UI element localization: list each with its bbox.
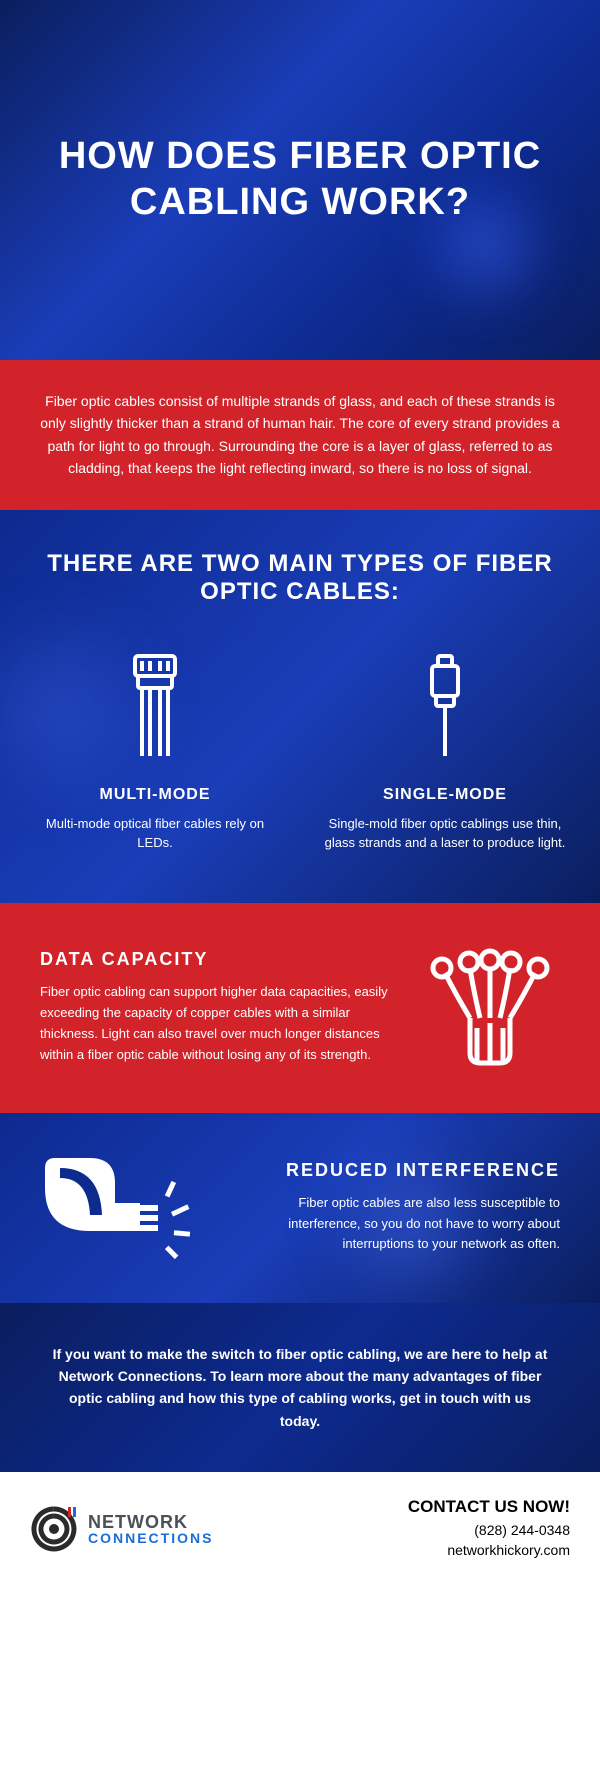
interference-title: REDUCED INTERFERENCE (230, 1160, 560, 1181)
contact-website: networkhickory.com (408, 1541, 570, 1561)
singlemode-cable-icon (320, 646, 570, 766)
types-title: THERE ARE TWO MAIN TYPES OF FIBER OPTIC … (30, 550, 570, 606)
cta-section: If you want to make the switch to fiber … (0, 1303, 600, 1473)
data-capacity-title: DATA CAPACITY (40, 949, 390, 970)
interference-text-block: REDUCED INTERFERENCE Fiber optic cables … (230, 1160, 560, 1255)
logo-spiral-icon (30, 1505, 78, 1553)
cta-text: If you want to make the switch to fiber … (50, 1343, 550, 1433)
contact-title: CONTACT US NOW! (408, 1497, 570, 1517)
singlemode-desc: Single-mold fiber optic cablings use thi… (320, 814, 570, 853)
hero-section: HOW DOES FIBER OPTIC CABLING WORK? (0, 0, 600, 360)
type-singlemode: SINGLE-MODE Single-mold fiber optic cabl… (320, 646, 570, 853)
data-capacity-text-block: DATA CAPACITY Fiber optic cabling can su… (40, 949, 390, 1065)
multimode-title: MULTI-MODE (30, 786, 280, 804)
connector-icon (40, 1153, 200, 1263)
data-capacity-text: Fiber optic cabling can support higher d… (40, 982, 390, 1065)
multimode-desc: Multi-mode optical fiber cables rely on … (30, 814, 280, 853)
multimode-cable-icon (30, 646, 280, 766)
contact-block: CONTACT US NOW! (828) 244-0348 networkhi… (408, 1497, 570, 1560)
data-capacity-section: DATA CAPACITY Fiber optic cabling can su… (0, 903, 600, 1113)
logo-top: NETWORK (88, 1513, 213, 1531)
types-grid: MULTI-MODE Multi-mode optical fiber cabl… (30, 646, 570, 853)
type-multimode: MULTI-MODE Multi-mode optical fiber cabl… (30, 646, 280, 853)
interference-text: Fiber optic cables are also less suscept… (230, 1193, 560, 1255)
logo-bottom: CONNECTIONS (88, 1531, 213, 1545)
contact-phone: (828) 244-0348 (408, 1521, 570, 1541)
types-section: THERE ARE TWO MAIN TYPES OF FIBER OPTIC … (0, 510, 600, 903)
intro-text: Fiber optic cables consist of multiple s… (40, 390, 560, 480)
footer: NETWORK CONNECTIONS CONTACT US NOW! (828… (0, 1472, 600, 1585)
hero-title: HOW DOES FIBER OPTIC CABLING WORK? (40, 134, 560, 225)
fiber-bundle-icon (420, 943, 560, 1073)
interference-section: REDUCED INTERFERENCE Fiber optic cables … (0, 1113, 600, 1303)
singlemode-title: SINGLE-MODE (320, 786, 570, 804)
logo: NETWORK CONNECTIONS (30, 1505, 213, 1553)
logo-text: NETWORK CONNECTIONS (88, 1513, 213, 1545)
intro-section: Fiber optic cables consist of multiple s… (0, 360, 600, 510)
